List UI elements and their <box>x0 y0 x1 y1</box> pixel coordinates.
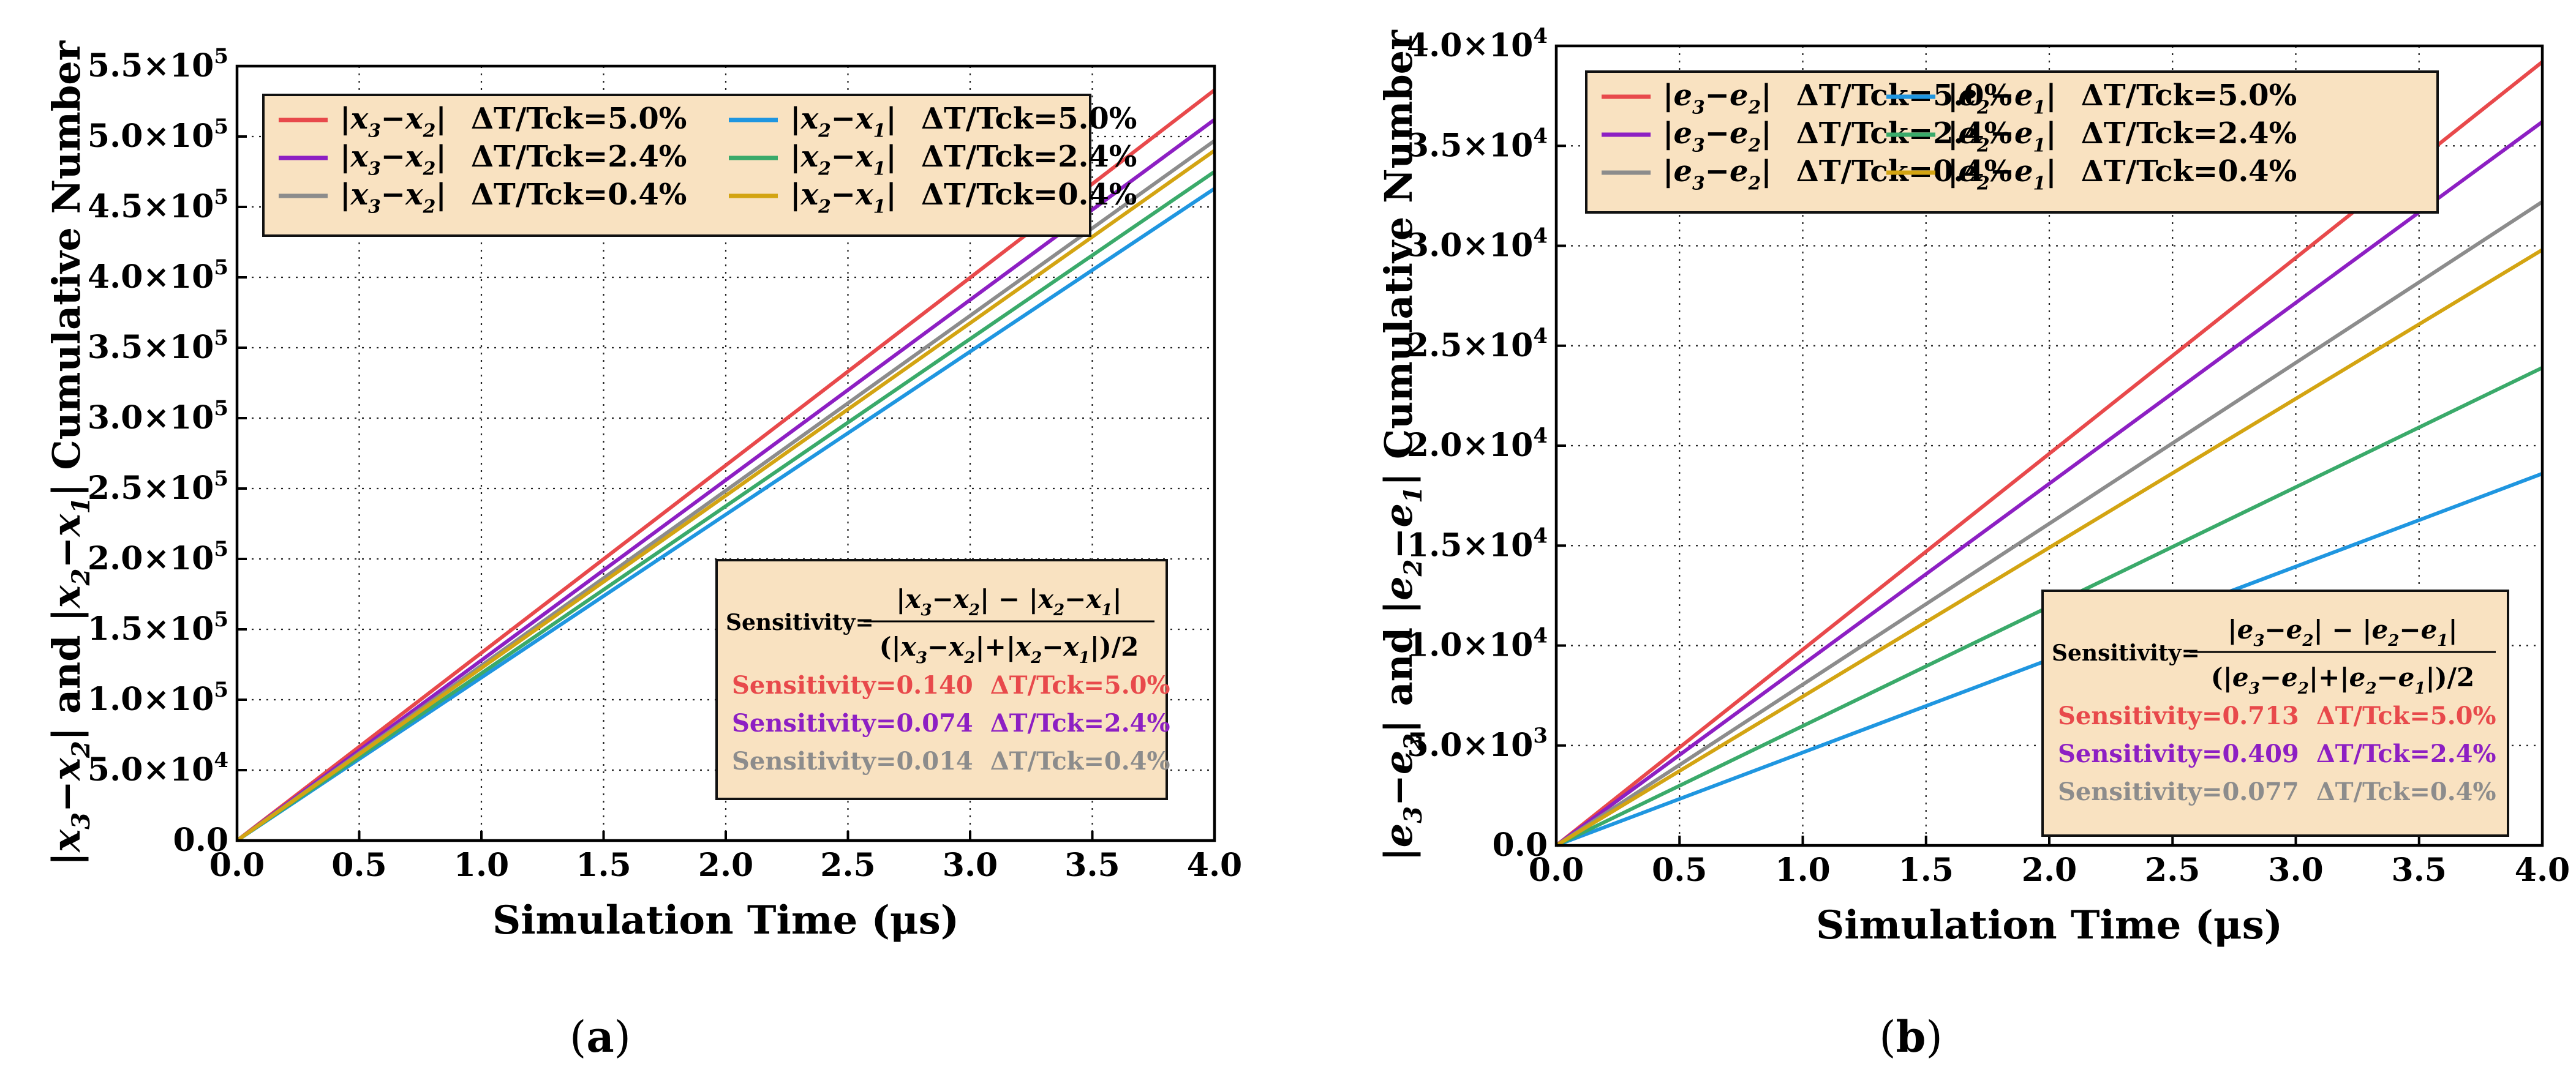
legend-label-4: |e2−e1| ΔT/Tck=5.0% <box>1948 78 2297 118</box>
legend-label-1: |x3−x2| ΔT/Tck=5.0% <box>340 102 687 141</box>
legend-label-2: |x3−x2| ΔT/Tck=2.4% <box>340 140 687 179</box>
panel-label: (a) <box>570 1011 631 1062</box>
x-axis-title: Simulation Time (μs) <box>492 897 959 943</box>
sensitivity-value-3: Sensitivity=0.077 ΔT/Tck=0.4% <box>2058 777 2496 806</box>
x-tick-label: 4.0 <box>2515 852 2570 889</box>
x-tick-label: 1.0 <box>1775 852 1830 889</box>
y-tick-label: 0.0 <box>1493 826 1548 864</box>
x-tick-label: 2.0 <box>2022 852 2077 889</box>
sensitivity-value-3: Sensitivity=0.014 ΔT/Tck=0.4% <box>732 747 1170 776</box>
y-tick-label: 3.5×105 <box>88 326 228 366</box>
x-tick-label: 3.5 <box>2392 852 2447 889</box>
legend-label-1: |e3−e2| ΔT/Tck=5.0% <box>1663 78 2012 118</box>
legend-box <box>1585 70 2439 214</box>
y-tick-label: 1.5×105 <box>88 607 228 648</box>
sensitivity-value-1: Sensitivity=0.140 ΔT/Tck=5.0% <box>732 671 1170 700</box>
y-axis-title: |e3−e2| and |e2−e1| Cumulative Number <box>1376 29 1428 861</box>
legend-label-5: |x2−x1| ΔT/Tck=2.4% <box>790 140 1137 179</box>
y-tick-label: 4.0×105 <box>88 255 228 296</box>
y-tick-label: 0.0 <box>173 822 228 859</box>
sensitivity-value-2: Sensitivity=0.074 ΔT/Tck=2.4% <box>732 709 1170 738</box>
sensitivity-formula-numerator: |e3−e2| − |e2−e1| <box>2228 615 2457 650</box>
y-tick-label: 1.0×105 <box>88 678 228 718</box>
sensitivity-formula-prefix: Sensitivity= <box>726 610 874 635</box>
panel-a: 0.0 0.5 1.0 1.5 2.0 2.5 3.0 3.5 4.0 0.0 5.0×104 1.0… <box>44 40 1242 1062</box>
x-tick-label: 2.5 <box>820 847 875 884</box>
series-line-2 <box>1555 120 2544 847</box>
legend-box <box>262 94 1091 237</box>
series-line-3 <box>1555 200 2544 847</box>
sensitivity-formula-numerator: |x3−x2| − |x2−x1| <box>896 584 1122 620</box>
y-tick-label: 4.5×105 <box>88 185 228 225</box>
x-tick-label: 1.5 <box>1899 852 1954 889</box>
y-axis-title: |x3−x2| and |x2−x1| Cumulative Number <box>44 40 96 866</box>
y-tick-label: 5.0×105 <box>88 114 228 155</box>
series-line-4 <box>236 187 1216 842</box>
legend-label-6: |x2−x1| ΔT/Tck=0.4% <box>790 178 1137 217</box>
series-line-6 <box>1555 248 2544 847</box>
series-line-6 <box>236 149 1216 842</box>
x-tick-label: 2.5 <box>2145 852 2200 889</box>
x-tick-label: 3.5 <box>1064 847 1120 884</box>
x-axis-title: Simulation Time (μs) <box>1816 902 2283 948</box>
panel-label: (b) <box>1879 1011 1943 1062</box>
y-tick-label: 1.0×104 <box>1407 624 1548 664</box>
sensitivity-formula-prefix: Sensitivity= <box>2052 640 2200 666</box>
panel-b: 0.0 0.5 1.0 1.5 2.0 2.5 3.0 3.5 4.0 0.0 5.0×103 1.0… <box>1376 24 2570 1062</box>
x-tick-label: 0.5 <box>331 847 386 884</box>
x-tick-label: 0.5 <box>1652 852 1707 889</box>
sensitivity-value-2: Sensitivity=0.409 ΔT/Tck=2.4% <box>2058 740 2496 768</box>
x-tick-label: 3.0 <box>2268 852 2323 889</box>
y-tick-label: 4.0×104 <box>1407 24 1548 64</box>
y-tick-label: 2.0×104 <box>1407 424 1548 464</box>
sensitivity-formula-denominator: (|e3−e2|+|e2−e1|)/2 <box>2211 662 2474 698</box>
legend-label-5: |e2−e1| ΔT/Tck=2.4% <box>1948 116 2297 156</box>
y-tick-label: 2.5×105 <box>88 466 228 507</box>
y-tick-label: 3.0×104 <box>1407 224 1548 264</box>
y-tick-label: 5.0×104 <box>88 748 228 788</box>
series-line-2 <box>236 118 1216 842</box>
x-tick-label: 0.0 <box>209 847 265 884</box>
x-tick-label: 4.0 <box>1187 847 1242 884</box>
x-tick-label: 2.0 <box>698 847 753 884</box>
y-tick-label: 3.5×104 <box>1407 124 1548 164</box>
legend-label-6: |e2−e1| ΔT/Tck=0.4% <box>1948 154 2297 194</box>
y-tick-label: 1.5×104 <box>1407 523 1548 564</box>
y-tick-label: 3.0×105 <box>88 396 228 436</box>
x-tick-label: 1.0 <box>454 847 509 884</box>
y-tick-label: 5.0×103 <box>1407 724 1548 764</box>
sensitivity-value-1: Sensitivity=0.713 ΔT/Tck=5.0% <box>2058 702 2496 730</box>
sensitivity-box <box>715 559 1168 800</box>
legend-label-3: |e3−e2| ΔT/Tck=0.4% <box>1663 154 2012 194</box>
y-tick-label: 5.5×105 <box>88 44 228 84</box>
x-tick-label: 0.0 <box>1529 852 1584 889</box>
x-tick-label: 1.5 <box>576 847 631 884</box>
series-line-5 <box>236 170 1216 842</box>
y-tick-label: 2.0×105 <box>88 537 228 577</box>
legend-label-4: |x2−x1| ΔT/Tck=5.0% <box>790 102 1137 141</box>
sensitivity-formula-denominator: (|x3−x2|+|x2−x1|)/2 <box>879 632 1139 667</box>
x-tick-label: 3.0 <box>943 847 998 884</box>
legend-label-3: |x3−x2| ΔT/Tck=0.4% <box>340 178 687 217</box>
sensitivity-box <box>2041 590 2509 837</box>
y-tick-label: 2.5×104 <box>1407 324 1548 364</box>
